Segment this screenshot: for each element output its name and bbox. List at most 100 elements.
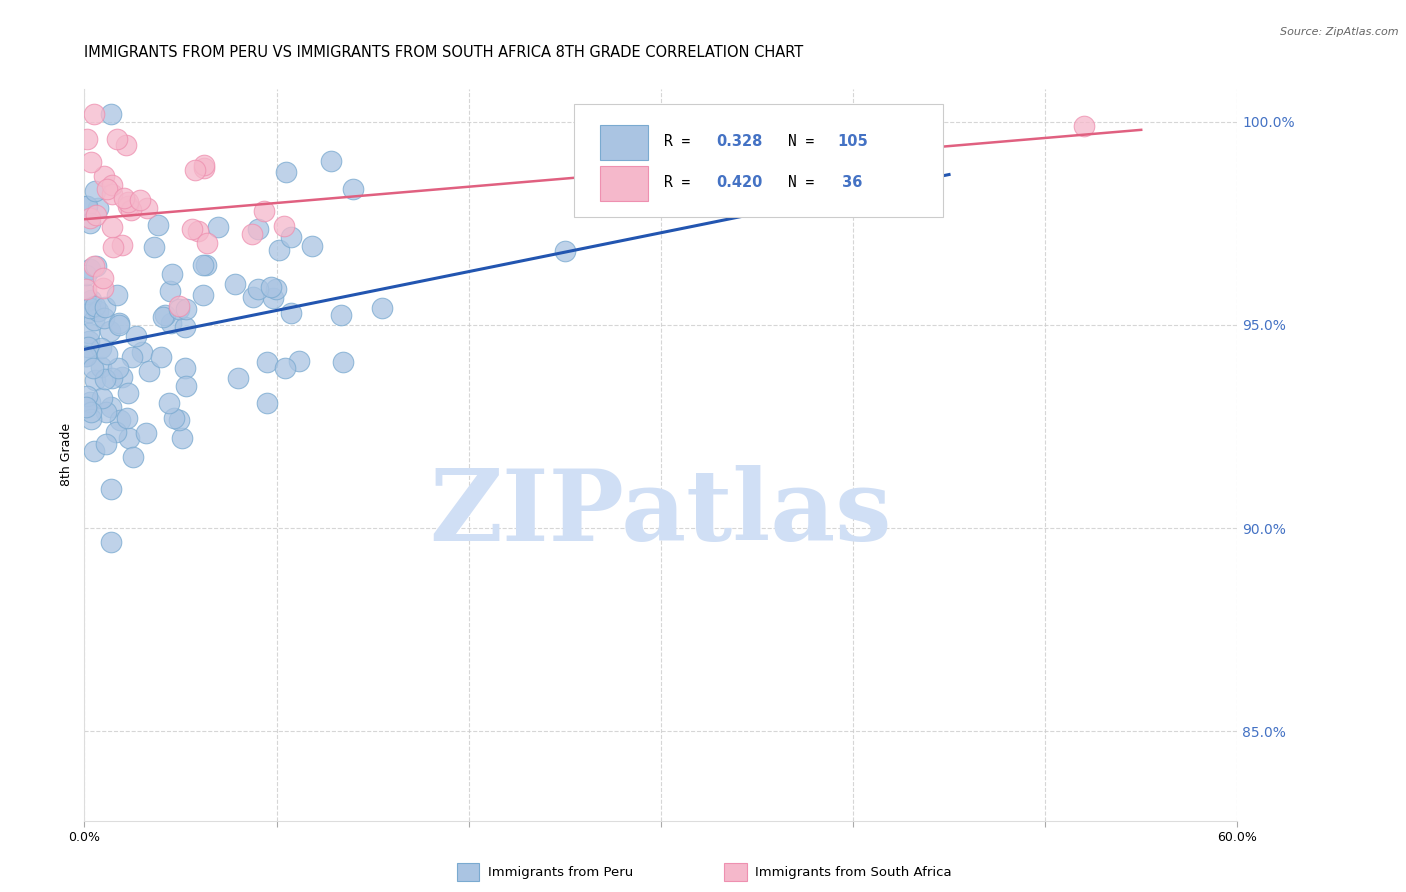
Point [135, 201, 157, 215]
Point [240, 227, 263, 241]
Point [342, 181, 364, 195]
Point [83, 312, 105, 326]
Point [75, 199, 97, 213]
Point [162, 267, 184, 281]
Point [174, 301, 197, 316]
Point [193, 258, 215, 272]
Point [86, 304, 108, 318]
Point [103, 240, 125, 254]
Point [75, 287, 97, 301]
Point [75, 400, 97, 414]
Point [122, 450, 145, 464]
Point [101, 187, 124, 202]
Point [184, 163, 207, 178]
Point [120, 202, 142, 217]
Text: IMMIGRANTS FROM PERU VS IMMIGRANTS FROM SOUTH AFRICA 8TH GRADE CORRELATION CHART: IMMIGRANTS FROM PERU VS IMMIGRANTS FROM … [84, 45, 804, 60]
Point [79, 216, 101, 230]
Point [135, 426, 157, 441]
Point [170, 431, 193, 445]
Point [138, 364, 160, 378]
Point [169, 301, 191, 316]
Point [80, 155, 103, 169]
Point [79, 405, 101, 419]
Text: R =: R = [664, 135, 699, 149]
Point [79, 301, 101, 315]
Point [262, 291, 284, 305]
Text: Source: ZipAtlas.com: Source: ZipAtlas.com [1281, 27, 1399, 37]
Point [187, 224, 209, 238]
Point [256, 396, 278, 410]
Point [174, 379, 197, 393]
Point [94, 405, 117, 419]
Point [371, 301, 394, 316]
Text: 105: 105 [837, 135, 868, 149]
Point [159, 284, 181, 298]
Text: Immigrants from Peru: Immigrants from Peru [488, 866, 633, 879]
Point [121, 350, 143, 364]
Point [79, 261, 101, 276]
Text: Immigrants from South Africa: Immigrants from South Africa [755, 866, 952, 879]
Point [228, 371, 250, 385]
Point [117, 199, 139, 213]
Point [321, 153, 343, 168]
Point [274, 165, 297, 179]
Text: ZIPatlas: ZIPatlas [430, 465, 891, 562]
Point [330, 308, 353, 322]
Point [280, 306, 302, 320]
Point [162, 411, 184, 425]
Point [76, 132, 98, 146]
Point [96, 347, 118, 361]
Point [77, 340, 100, 354]
Point [76, 199, 98, 213]
Point [193, 158, 215, 172]
Point [108, 413, 131, 427]
Point [93, 169, 115, 183]
Point [193, 288, 215, 302]
Point [80, 411, 103, 425]
Point [80, 293, 103, 307]
Point [105, 132, 128, 146]
Point [77, 326, 100, 340]
Point [91, 271, 114, 285]
Point [1073, 119, 1095, 133]
Point [93, 300, 115, 314]
Point [117, 410, 139, 425]
Point [90, 341, 112, 355]
Point [79, 211, 101, 226]
Point [129, 193, 152, 207]
Point [118, 431, 141, 445]
Point [82, 361, 104, 376]
Point [76, 388, 98, 402]
Point [246, 222, 269, 236]
Point [100, 482, 122, 496]
Point [84, 259, 107, 273]
Point [280, 230, 302, 244]
Point [224, 277, 246, 292]
Point [157, 396, 180, 410]
Point [155, 308, 177, 322]
Text: 0.420: 0.420 [716, 176, 762, 190]
Point [301, 239, 323, 253]
Point [160, 316, 183, 330]
Point [131, 345, 153, 359]
Point [332, 355, 354, 369]
Point [167, 300, 190, 314]
Point [114, 138, 136, 153]
FancyBboxPatch shape [600, 125, 648, 161]
Point [101, 220, 124, 235]
Point [253, 204, 276, 219]
Point [105, 287, 128, 301]
Text: N =: N = [787, 176, 823, 190]
Text: 36: 36 [837, 176, 863, 190]
Point [242, 290, 264, 304]
Point [274, 361, 297, 376]
Point [87, 201, 110, 215]
Point [93, 310, 115, 325]
Point [84, 208, 107, 222]
Point [193, 161, 215, 175]
Point [104, 425, 127, 440]
Point [91, 281, 114, 295]
Point [75, 349, 97, 363]
Point [100, 400, 122, 414]
Point [149, 351, 172, 365]
